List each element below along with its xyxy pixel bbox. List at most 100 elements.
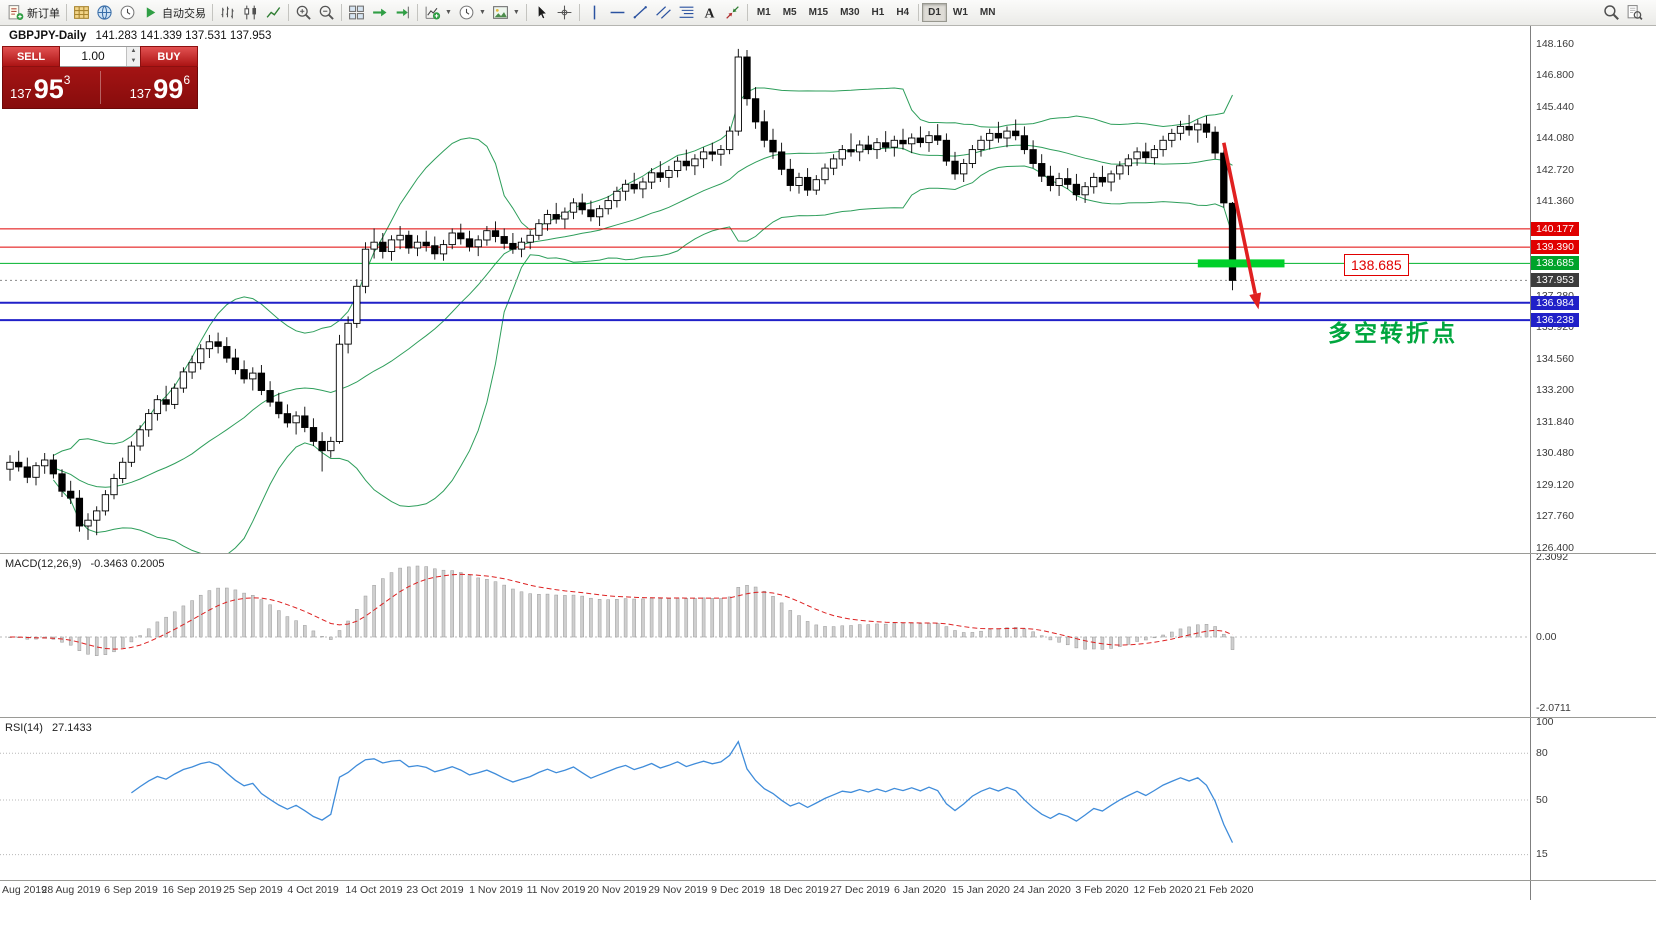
chart-shift-icon[interactable] <box>391 2 414 23</box>
sell-price-display[interactable]: 137 95 3 <box>3 67 100 108</box>
main-candlestick-chart[interactable] <box>0 25 1530 553</box>
new-chart-icon[interactable]: ▼ <box>421 2 455 23</box>
rsi-indicator-chart[interactable] <box>0 718 1530 880</box>
chart-window-icon[interactable] <box>70 2 93 23</box>
macd-indicator-chart[interactable] <box>0 554 1530 717</box>
trendline-tool-icon[interactable] <box>629 2 652 23</box>
new-order-button[interactable]: 新订单 <box>4 2 63 23</box>
sell-price-sup: 3 <box>63 73 71 87</box>
macd-histogram <box>8 565 1235 656</box>
lot-decrease-button[interactable]: ▼ <box>127 56 140 66</box>
lot-increase-button[interactable]: ▲ <box>127 47 140 57</box>
toolbar-separator <box>578 4 580 21</box>
date-axis-label: 28 Aug 2019 <box>41 884 101 896</box>
date-axis-label: 1 Nov 2019 <box>469 884 523 896</box>
axis-tick-label: 2.3092 <box>1536 550 1569 563</box>
line-chart-mode-icon[interactable] <box>262 2 285 23</box>
arrows-tool-icon[interactable] <box>721 2 744 23</box>
svg-text:A: A <box>704 5 714 20</box>
buy-price-display[interactable]: 137 99 6 <box>101 67 198 108</box>
sell-button[interactable]: SELL <box>2 46 60 67</box>
turning-point-text[interactable]: 多空转折点 <box>1328 320 1458 346</box>
price-axis-tag: 138.685 <box>1531 256 1579 271</box>
rsi-value: 27.1433 <box>51 722 92 734</box>
axis-tick-label: 0.00 <box>1536 630 1557 643</box>
date-axis-label: 18 Dec 2019 <box>769 884 829 896</box>
profiles-icon[interactable] <box>93 2 116 23</box>
bar-chart-mode-icon[interactable] <box>216 2 239 23</box>
pane-separator[interactable] <box>0 717 1656 718</box>
macd-label: MACD(12,26,9) -0.3463 0.2005 <box>5 558 165 570</box>
date-axis-label: 24 Jan 2020 <box>1013 884 1071 896</box>
autotrading-button[interactable]: 自动交易 <box>139 2 209 23</box>
find-symbol-icon[interactable] <box>1623 2 1646 23</box>
down-trend-arrow[interactable] <box>1222 142 1262 310</box>
rsi-label: RSI(14) 27.1433 <box>5 722 92 734</box>
axis-tick-label: 80 <box>1536 746 1548 759</box>
timeframe-m15-button[interactable]: M15 <box>808 7 829 18</box>
symbol-period-label: GBPJPY-Daily <box>9 30 87 42</box>
axis-tick-label: 145.440 <box>1536 100 1574 113</box>
timeframe-m30-button[interactable]: M30 <box>840 7 860 18</box>
lot-size-field[interactable]: 1.00 ▲ ▼ <box>60 46 140 67</box>
timeframe-mn-button[interactable]: MN <box>979 7 996 18</box>
buy-price-sup: 6 <box>183 73 190 87</box>
toolbar-separator <box>288 4 289 21</box>
timeframe-d1-button[interactable]: D1 <box>922 3 947 22</box>
channel-tool-icon[interactable] <box>652 2 675 23</box>
toolbar-separator <box>417 4 418 21</box>
timeframe-m5-button[interactable]: M5 <box>782 7 797 18</box>
price-callout-138685[interactable]: 138.685 <box>1344 254 1409 276</box>
axis-tick-label: 134.560 <box>1536 352 1574 365</box>
support-thick-segment[interactable] <box>1197 259 1285 268</box>
crosshair-tool-icon[interactable] <box>553 2 576 23</box>
buy-price-big: 99 <box>153 74 184 105</box>
timeframe-h4-button[interactable]: H4 <box>896 7 910 18</box>
sell-price-prefix: 137 <box>10 86 32 101</box>
sell-price-big: 95 <box>33 74 64 105</box>
price-axis-tag: 136.984 <box>1531 295 1579 310</box>
horizontal-level-lines[interactable] <box>0 228 1530 322</box>
templates-icon[interactable]: ▼ <box>489 2 523 23</box>
zoom-search-icon[interactable] <box>1600 2 1623 23</box>
candlestick-mode-icon[interactable] <box>239 2 262 23</box>
timeframe-m1-button[interactable]: M1 <box>756 7 771 18</box>
vertical-line-tool-icon[interactable] <box>583 2 606 23</box>
buy-button[interactable]: BUY <box>140 46 198 67</box>
date-axis-label: 23 Oct 2019 <box>406 884 464 896</box>
bollinger-bands <box>53 87 1233 553</box>
lot-size-value[interactable]: 1.00 <box>81 49 105 63</box>
timeframe-h1-button[interactable]: H1 <box>871 7 885 18</box>
tile-windows-icon[interactable] <box>345 2 368 23</box>
axis-tick-label: 133.200 <box>1536 384 1574 396</box>
axis-tick-label: 126.400 <box>1536 541 1574 554</box>
fibonacci-tool-icon[interactable] <box>675 2 698 23</box>
cursor-tool-icon[interactable] <box>530 2 553 23</box>
date-axis-label: 14 Oct 2019 <box>345 884 403 896</box>
axis-tick-label: 131.840 <box>1536 415 1574 428</box>
chart-title: GBPJPY-Daily 141.283 141.339 137.531 137… <box>9 30 271 42</box>
axis-tick-label: 130.480 <box>1536 447 1574 459</box>
axis-tick-label: 146.800 <box>1536 69 1574 81</box>
ohlc-values: 141.283 141.339 137.531 137.953 <box>95 30 272 42</box>
rsi-line <box>131 740 1234 843</box>
data-window-icon[interactable] <box>116 2 139 23</box>
horizontal-line-tool-icon[interactable] <box>606 2 629 23</box>
price-axis-tag: 137.953 <box>1531 273 1579 288</box>
zoom-out-icon[interactable] <box>315 2 338 23</box>
periodicity-icon[interactable]: ▼ <box>455 2 489 23</box>
date-axis[interactable]: Aug 2019 28 Aug 2019 6 Sep 2019 16 Sep 2019… <box>0 881 1530 900</box>
axis-tick-label: -2.0711 <box>1536 702 1571 714</box>
date-axis-label: 27 Dec 2019 <box>830 884 890 896</box>
timeframe-w1-button[interactable]: W1 <box>952 7 968 18</box>
date-axis-label: 3 Feb 2020 <box>1075 884 1129 896</box>
text-tool-icon[interactable]: A <box>698 2 721 23</box>
toolbar-right <box>1600 2 1652 23</box>
macd-name: MACD(12,26,9) <box>5 558 82 570</box>
auto-scroll-icon[interactable] <box>368 2 391 23</box>
price-scale[interactable]: 148.160 146.800 145.440 144.080 142.720 141.3… <box>1530 25 1656 900</box>
pane-separator[interactable] <box>0 553 1656 554</box>
zoom-in-icon[interactable] <box>292 2 315 23</box>
date-axis-label: 15 Jan 2020 <box>952 884 1010 896</box>
